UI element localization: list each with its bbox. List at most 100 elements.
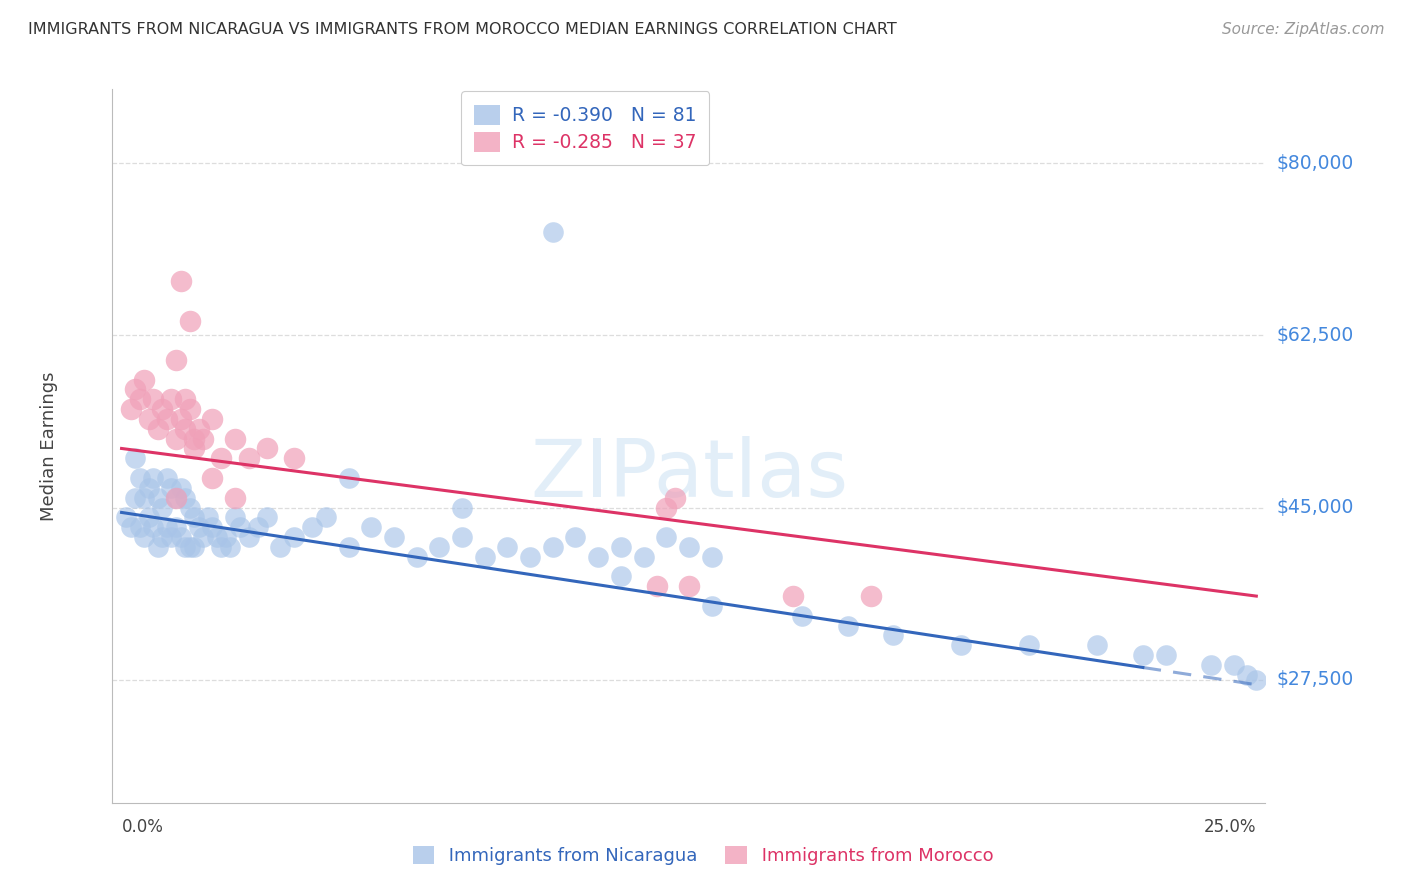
Point	[238, 451, 260, 466]
Point	[301, 520, 323, 534]
Point	[142, 392, 165, 407]
Point	[337, 471, 360, 485]
Text: 25.0%: 25.0%	[1204, 818, 1257, 836]
Point	[700, 599, 723, 613]
Point	[138, 510, 160, 524]
Point	[269, 540, 291, 554]
Point	[179, 313, 201, 327]
Point	[174, 540, 197, 554]
Point	[169, 412, 191, 426]
Point	[160, 530, 183, 544]
Text: IMMIGRANTS FROM NICARAGUA VS IMMIGRANTS FROM MOROCCO MEDIAN EARNINGS CORRELATION: IMMIGRANTS FROM NICARAGUA VS IMMIGRANTS …	[28, 22, 897, 37]
Point	[146, 540, 169, 554]
Point	[246, 520, 269, 534]
Point	[256, 442, 278, 456]
Point	[124, 451, 146, 466]
Text: ZIPatlas: ZIPatlas	[530, 435, 848, 514]
Point	[645, 579, 668, 593]
Point	[138, 481, 160, 495]
Point	[1199, 658, 1222, 673]
Point	[201, 520, 224, 534]
Point	[160, 481, 183, 495]
Text: 0.0%: 0.0%	[121, 818, 163, 836]
Point	[610, 569, 633, 583]
Point	[187, 520, 209, 534]
Point	[165, 491, 187, 505]
Point	[1246, 673, 1268, 687]
Point	[174, 491, 197, 505]
Point	[238, 530, 260, 544]
Point	[169, 274, 191, 288]
Point	[451, 500, 474, 515]
Point	[337, 540, 360, 554]
Point	[224, 510, 246, 524]
Text: $62,500: $62,500	[1277, 326, 1354, 345]
Point	[1222, 658, 1244, 673]
Point	[128, 471, 150, 485]
Point	[156, 471, 179, 485]
Point	[792, 608, 814, 623]
Point	[156, 412, 179, 426]
Point	[586, 549, 609, 564]
Point	[541, 540, 564, 554]
Point	[219, 540, 242, 554]
Text: Source: ZipAtlas.com: Source: ZipAtlas.com	[1222, 22, 1385, 37]
Text: $80,000: $80,000	[1277, 153, 1354, 172]
Point	[146, 422, 169, 436]
Point	[950, 638, 973, 652]
Point	[193, 432, 215, 446]
Point	[134, 491, 156, 505]
Point	[165, 432, 187, 446]
Point	[283, 530, 305, 544]
Point	[224, 432, 246, 446]
Point	[183, 510, 205, 524]
Point	[451, 530, 474, 544]
Point	[382, 530, 405, 544]
Legend: R = -0.390   N = 81, R = -0.285   N = 37: R = -0.390 N = 81, R = -0.285 N = 37	[461, 92, 709, 165]
Point	[315, 510, 337, 524]
Point	[610, 540, 633, 554]
Point	[201, 412, 224, 426]
Point	[115, 510, 138, 524]
Point	[209, 451, 232, 466]
Point	[209, 540, 232, 554]
Point	[633, 549, 655, 564]
Point	[179, 500, 201, 515]
Point	[128, 520, 150, 534]
Point	[134, 530, 156, 544]
Point	[152, 530, 174, 544]
Point	[120, 520, 142, 534]
Point	[169, 481, 191, 495]
Point	[782, 589, 804, 603]
Point	[156, 520, 179, 534]
Point	[664, 491, 686, 505]
Text: $45,000: $45,000	[1277, 498, 1354, 517]
Point	[215, 530, 238, 544]
Point	[160, 392, 183, 407]
Point	[564, 530, 586, 544]
Point	[427, 540, 450, 554]
Point	[655, 530, 678, 544]
Point	[169, 530, 191, 544]
Point	[174, 392, 197, 407]
Point	[228, 520, 250, 534]
Point	[1154, 648, 1177, 662]
Point	[496, 540, 519, 554]
Point	[120, 402, 142, 417]
Point	[201, 471, 224, 485]
Legend:  Immigrants from Nicaragua,  Immigrants from Morocco: Immigrants from Nicaragua, Immigrants fr…	[404, 838, 1002, 874]
Point	[197, 510, 219, 524]
Point	[142, 471, 165, 485]
Point	[165, 352, 187, 367]
Point	[165, 491, 187, 505]
Point	[187, 422, 209, 436]
Point	[859, 589, 882, 603]
Point	[678, 579, 700, 593]
Point	[138, 412, 160, 426]
Point	[165, 520, 187, 534]
Point	[124, 491, 146, 505]
Point	[152, 402, 174, 417]
Point	[124, 383, 146, 397]
Point	[174, 422, 197, 436]
Point	[1236, 668, 1258, 682]
